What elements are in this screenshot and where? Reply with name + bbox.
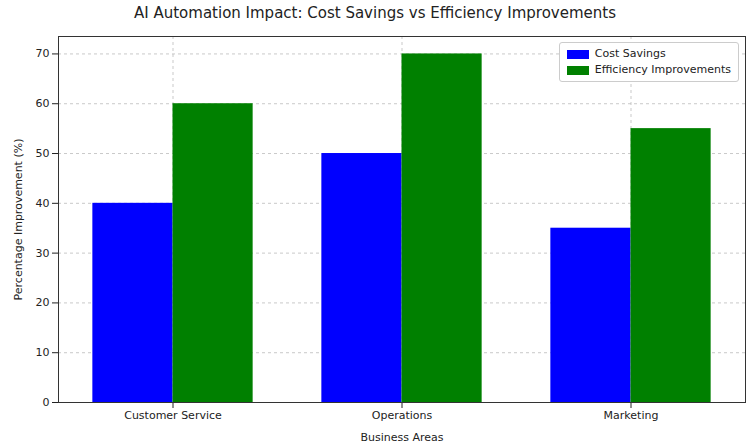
svg-text:Customer Service: Customer Service [124,409,222,422]
html-text:Efficiency Improvements: Efficiency Improvements [594,63,731,76]
html-text:Cost Savings: Cost Savings [594,47,666,60]
svg-text:Business Areas: Business Areas [360,431,443,444]
svg-text:Percentage Improvement (%): Percentage Improvement (%) [12,139,25,301]
svg-text:0: 0 [43,396,50,409]
svg-text:Marketing: Marketing [604,409,659,422]
svg-text:20: 20 [36,296,50,309]
svg-text:40: 40 [36,197,50,210]
svg-text:60: 60 [36,97,50,110]
html-text:AI Automation Impact: Cost Sav: AI Automation Impact: Cost Savings vs Ef… [134,4,616,22]
svg-text:70: 70 [36,47,50,60]
svg-text:Operations: Operations [372,409,433,422]
svg-text:50: 50 [36,147,50,160]
svg-text:10: 10 [36,346,50,359]
svg-text:30: 30 [36,247,50,260]
